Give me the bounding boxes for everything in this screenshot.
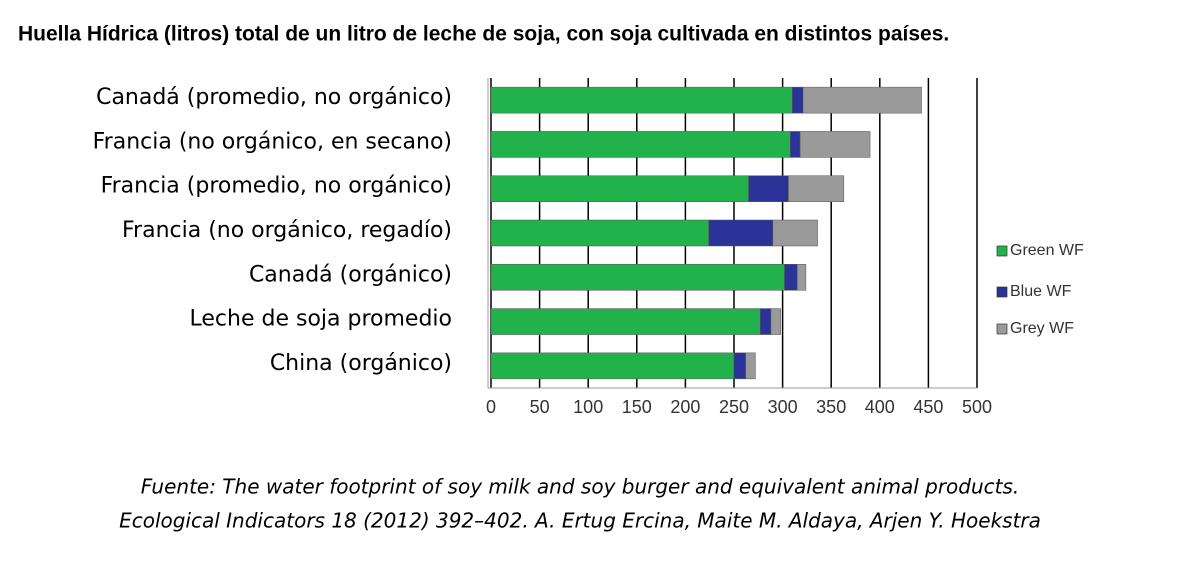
bar-segment	[490, 352, 735, 380]
category-label: Francia (promedio, no orgánico)	[101, 174, 452, 199]
category-label: Leche de soja promedio	[190, 307, 452, 332]
x-tick-label: 450	[913, 397, 943, 417]
bar-segment	[802, 86, 922, 114]
legend-swatch	[996, 323, 1008, 335]
bar-segment	[770, 308, 781, 335]
bar-segment	[708, 219, 774, 247]
legend-swatch	[996, 245, 1008, 257]
legend-label: Green WF	[1010, 242, 1084, 259]
x-tick-label: 0	[486, 397, 496, 417]
category-label: China (orgánico)	[270, 351, 452, 376]
bar-segment	[490, 219, 709, 247]
legend-label: Grey WF	[1010, 320, 1074, 337]
x-tick-label: 150	[622, 397, 652, 417]
x-tick-label: 350	[816, 397, 846, 417]
category-label: Canadá (orgánico)	[249, 262, 452, 287]
source-line: Ecological Indicators 18 (2012) 392–402.…	[119, 509, 1041, 533]
x-tick-label: 200	[670, 397, 700, 417]
bar-segment	[490, 86, 793, 114]
x-tick-label: 250	[719, 397, 749, 417]
x-tick-label: 400	[865, 397, 895, 417]
bar-segment	[733, 352, 746, 380]
bar-segment	[788, 175, 845, 202]
bar-segment	[490, 131, 791, 158]
bar-segment	[796, 264, 807, 291]
source-line: Fuente: The water footprint of soy milk …	[141, 475, 1020, 499]
legend-swatch	[996, 286, 1008, 298]
bar-segment	[490, 308, 761, 335]
chart-title: Huella Hídrica (litros) total de un litr…	[18, 23, 949, 46]
bar-segment	[784, 264, 798, 291]
legend-label: Blue WF	[1010, 283, 1072, 300]
bar-segment	[790, 131, 801, 158]
category-label: Canadá (promedio, no orgánico)	[96, 85, 452, 110]
bar-segment	[792, 86, 804, 114]
bar-segment	[490, 175, 749, 202]
x-tick-label: 500	[962, 397, 992, 417]
bar-segment	[772, 219, 818, 247]
bar-segment	[490, 264, 785, 291]
bar-segment	[799, 131, 871, 158]
bar-segment	[748, 175, 789, 202]
category-label: Francia (no orgánico, en secano)	[93, 129, 452, 154]
x-tick-label: 300	[768, 397, 798, 417]
bar-segment	[745, 352, 756, 380]
x-tick-label: 50	[530, 397, 550, 417]
bar-segment	[759, 308, 772, 335]
x-tick-label: 100	[573, 397, 603, 417]
category-label: Francia (no orgánico, regadío)	[122, 218, 452, 243]
